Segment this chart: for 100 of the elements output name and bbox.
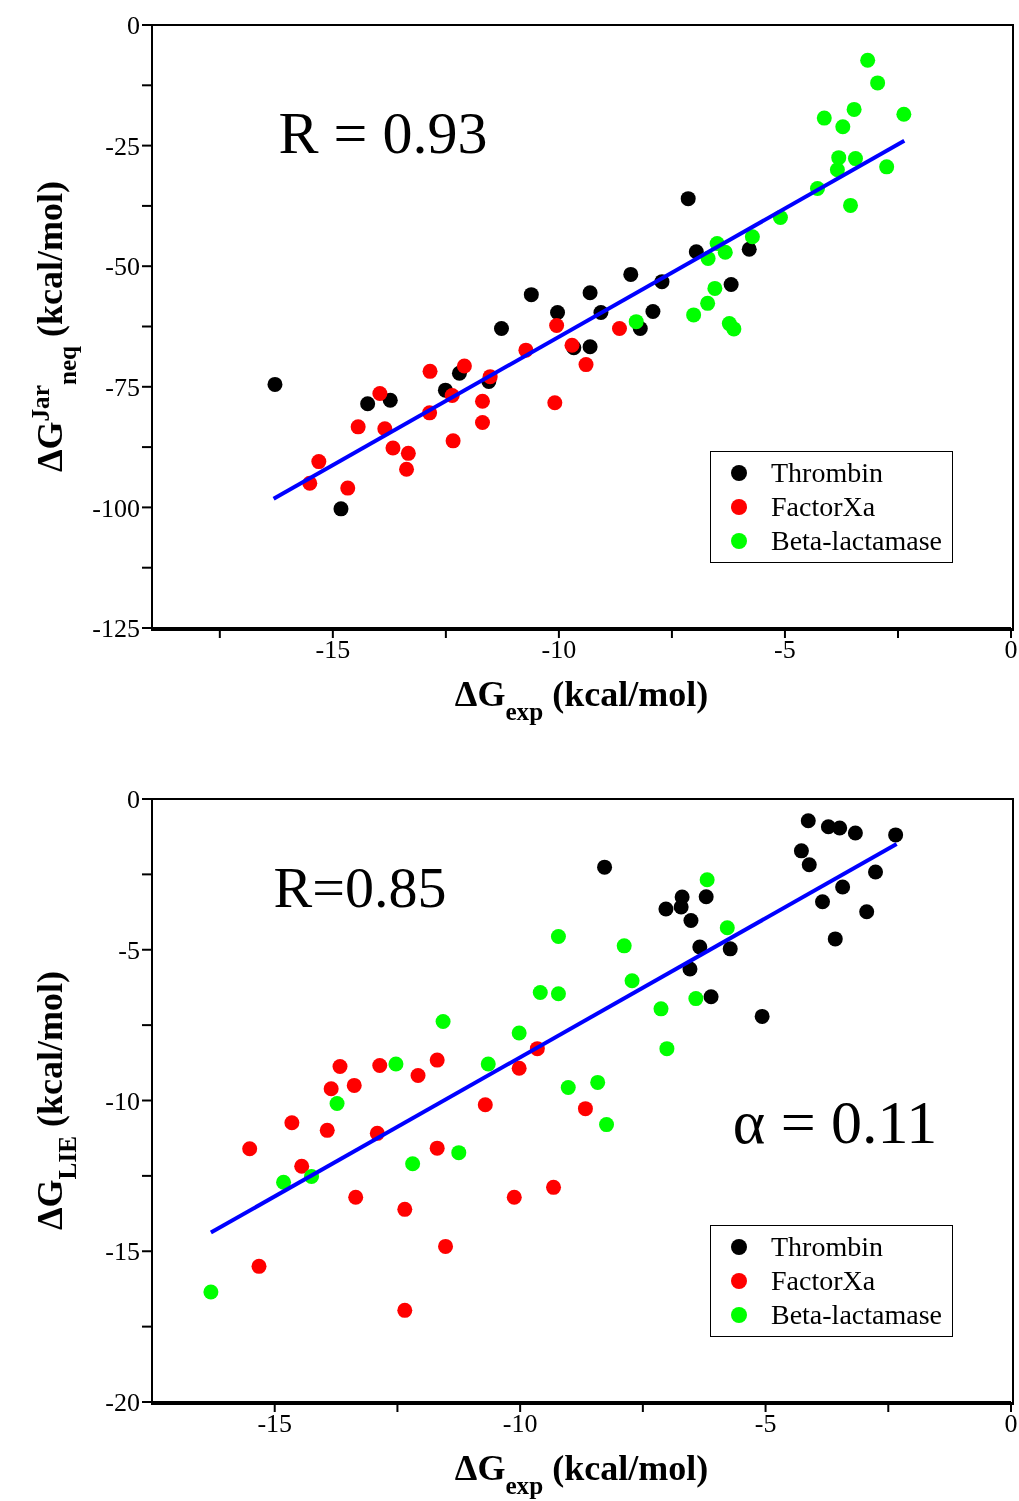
y-tick-label: -75 <box>105 373 140 403</box>
x-tick-label: 0 <box>1004 635 1018 665</box>
point <box>582 285 598 301</box>
point <box>624 973 640 989</box>
point <box>546 1179 562 1195</box>
x-tick-label: -10 <box>502 1409 538 1439</box>
point <box>284 1115 300 1131</box>
point <box>829 162 845 178</box>
x-axis-title: ΔG$_{exp}$ (kcal/mol) <box>454 1448 709 1499</box>
point <box>793 843 809 859</box>
point <box>577 1101 593 1117</box>
point <box>319 1122 335 1138</box>
point <box>888 827 904 843</box>
point <box>744 229 760 245</box>
x-tick-label: -10 <box>541 635 577 665</box>
point <box>360 396 376 412</box>
point <box>680 191 696 207</box>
point <box>723 277 739 293</box>
point <box>628 314 644 330</box>
legend-label: Thrombin <box>770 456 883 490</box>
point <box>323 1081 339 1097</box>
point <box>429 1052 445 1068</box>
annotation: α = 0.11 <box>732 1088 938 1156</box>
point <box>348 1189 364 1205</box>
point <box>868 864 884 880</box>
y-tick-label: -125 <box>92 614 140 644</box>
y-tick-label: -15 <box>105 1237 140 1267</box>
x-tick-label: -15 <box>257 1409 293 1439</box>
point <box>400 445 416 461</box>
point <box>683 913 699 929</box>
point <box>590 1074 606 1090</box>
point <box>456 358 472 374</box>
point <box>203 1284 219 1300</box>
point <box>658 901 674 917</box>
point <box>659 1041 675 1057</box>
point <box>410 1067 426 1083</box>
point <box>719 920 735 936</box>
point <box>397 1201 413 1217</box>
point <box>616 938 632 954</box>
point <box>372 386 388 402</box>
point <box>707 280 723 296</box>
point <box>843 197 858 213</box>
legend-label: Beta-lactamase <box>770 524 942 558</box>
point <box>294 1158 310 1174</box>
y-tick-label: 0 <box>127 11 140 41</box>
point <box>532 985 548 1001</box>
point <box>276 1174 292 1190</box>
point <box>815 894 831 910</box>
point <box>645 304 661 320</box>
y-tick-label: 0 <box>127 785 140 815</box>
point <box>429 1140 445 1156</box>
point <box>827 931 843 947</box>
point <box>332 1058 348 1074</box>
point <box>578 357 594 373</box>
point <box>896 106 912 122</box>
point <box>722 941 738 957</box>
point <box>703 989 719 1005</box>
point <box>251 1258 267 1274</box>
point <box>611 320 627 336</box>
legend-label: Thrombin <box>770 1230 883 1264</box>
point <box>405 1156 421 1172</box>
legend-label: FactorXa <box>770 490 876 524</box>
point <box>686 307 702 323</box>
point <box>385 440 401 456</box>
point <box>623 266 639 282</box>
point <box>801 857 817 873</box>
point <box>835 879 851 895</box>
x-axis-title: ΔG$_{exp}$ (kcal/mol) <box>454 674 709 725</box>
legend-label: FactorXa <box>770 1264 876 1298</box>
point <box>741 241 757 257</box>
point <box>493 320 509 336</box>
point <box>435 1014 451 1030</box>
point <box>511 1025 527 1041</box>
point <box>550 928 566 944</box>
point <box>859 904 875 920</box>
point <box>311 454 327 470</box>
point <box>599 1117 615 1133</box>
point <box>754 1008 770 1024</box>
point <box>870 75 886 91</box>
x-tick-label: 0 <box>1004 1409 1018 1439</box>
point <box>835 119 851 135</box>
legend-label: Beta-lactamase <box>770 1298 942 1332</box>
point <box>550 986 566 1002</box>
point <box>350 419 366 435</box>
point <box>699 872 715 888</box>
point <box>477 1097 493 1113</box>
point <box>582 339 598 355</box>
point <box>673 899 689 915</box>
point <box>480 1056 496 1072</box>
y-tick-label: -100 <box>92 493 140 523</box>
annotation: R = 0.93 <box>278 100 488 166</box>
point <box>717 244 733 260</box>
point <box>397 1302 413 1318</box>
point <box>550 305 566 321</box>
point <box>879 159 895 175</box>
point <box>346 1077 362 1093</box>
point <box>451 1145 467 1161</box>
point <box>560 1080 576 1096</box>
point <box>382 392 398 408</box>
point <box>267 376 283 392</box>
